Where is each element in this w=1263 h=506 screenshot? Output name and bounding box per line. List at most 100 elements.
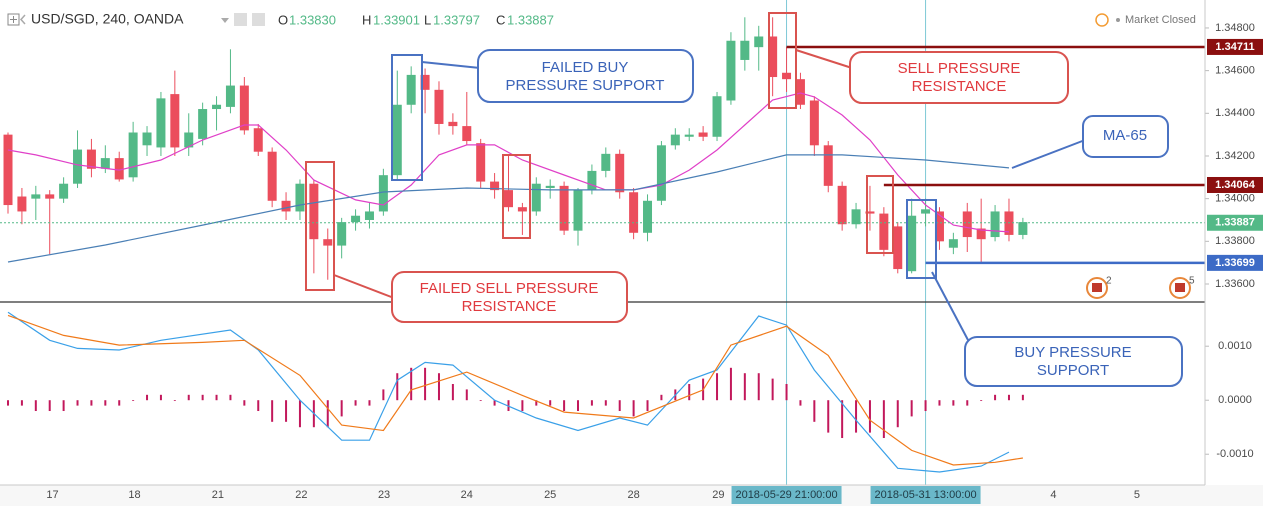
- histogram-bar: [966, 400, 969, 406]
- candle-body: [587, 170, 597, 191]
- histogram-bar: [743, 373, 746, 401]
- histogram-bar: [340, 400, 343, 417]
- histogram-bar: [465, 389, 468, 401]
- y-tick-label: 1.34400: [1215, 107, 1255, 119]
- histogram-bar: [271, 400, 274, 422]
- histogram-bar: [451, 384, 454, 401]
- pointer: [795, 49, 853, 69]
- histogram-bar: [34, 400, 37, 412]
- price-label-bg: [1207, 254, 1263, 271]
- symbol: USD/SGD, 240, OANDA: [31, 11, 184, 27]
- indicator-line: [7, 311, 1010, 473]
- histogram-bar: [326, 400, 329, 428]
- histogram-bar: [994, 394, 997, 401]
- histogram-bar: [980, 400, 983, 402]
- histogram-bar: [132, 400, 135, 402]
- histogram-bar: [868, 400, 871, 433]
- histogram-bar: [354, 400, 357, 406]
- crosshair-label-bg: [731, 486, 842, 504]
- settings-icon[interactable]: [234, 13, 247, 26]
- callout: SELL PRESSURE RESISTANCE: [849, 51, 1069, 104]
- candle-body: [170, 94, 180, 148]
- x-tick-label: 22: [295, 489, 307, 501]
- callout-text: RESISTANCE: [462, 298, 557, 315]
- candle-body: [100, 158, 110, 169]
- callout-box: [477, 49, 694, 103]
- histogram-bar: [48, 400, 51, 412]
- candle-body: [503, 190, 513, 208]
- histogram-bar: [20, 400, 23, 406]
- candle-body: [309, 183, 319, 240]
- callout-box: [964, 336, 1183, 387]
- y-tick-label: 1.33800: [1215, 235, 1255, 247]
- candle-body: [823, 145, 833, 186]
- indicator-line: [7, 314, 1023, 466]
- candle-body: [740, 40, 750, 60]
- y-tick-label: 0.0000: [1218, 394, 1252, 406]
- histogram-bar: [896, 400, 899, 428]
- histogram-bar: [173, 400, 176, 402]
- candle-body: [684, 134, 694, 137]
- x-tick-label: 5: [1134, 489, 1140, 501]
- candle-body: [114, 158, 124, 180]
- candle-body: [351, 215, 361, 223]
- x-tick-label: 29: [712, 489, 724, 501]
- histogram-bar: [952, 400, 955, 406]
- candle-body: [225, 85, 235, 107]
- price-label: 1.34711: [1215, 41, 1254, 53]
- candle-body: [364, 211, 374, 220]
- candle-body: [726, 40, 736, 101]
- candle-body: [17, 196, 27, 212]
- histogram-bar: [910, 400, 913, 417]
- histogram-bar: [813, 400, 816, 422]
- ohlc-value: 1.33797: [433, 12, 480, 27]
- event-flag: [1092, 283, 1102, 292]
- highlight-box: [866, 175, 894, 254]
- candle-body: [712, 96, 722, 137]
- histogram-bar: [368, 400, 371, 406]
- histogram-bar: [90, 400, 93, 406]
- callout-text: RESISTANCE: [912, 78, 1007, 95]
- close-icon[interactable]: [252, 13, 265, 26]
- histogram-bar: [424, 367, 427, 401]
- histogram-bar: [479, 400, 482, 402]
- candle-body: [809, 100, 819, 146]
- candle-body: [865, 211, 875, 214]
- candle-body: [531, 183, 541, 212]
- y-tick-label: 1.34000: [1215, 193, 1255, 205]
- histogram-bar: [688, 384, 691, 401]
- histogram-bar: [410, 367, 413, 401]
- histogram-bar: [1021, 394, 1024, 401]
- candle-body: [545, 185, 555, 188]
- pointer: [333, 274, 395, 299]
- histogram-bar: [799, 400, 802, 406]
- candle-body: [378, 175, 388, 212]
- histogram-bar: [924, 400, 927, 412]
- candle-body: [782, 72, 792, 80]
- candle-body: [86, 149, 96, 169]
- histogram-bar: [76, 400, 79, 406]
- ohlc-label: L: [424, 12, 431, 27]
- x-tick-label: 17: [46, 489, 58, 501]
- callout: MA-65: [1082, 115, 1169, 158]
- histogram-bar: [757, 373, 760, 401]
- histogram-bar: [285, 400, 288, 422]
- histogram-bar: [159, 394, 162, 401]
- highlight-boxes: [305, 12, 937, 291]
- callout-text: SUPPORT: [1037, 362, 1109, 379]
- x-tick-label: 21: [212, 489, 224, 501]
- crosshair-label: 2018-05-29 21:00:00: [735, 489, 837, 501]
- histogram-bar: [604, 400, 607, 406]
- histogram-bar: [785, 384, 788, 401]
- price-label-bg: [1207, 176, 1263, 193]
- ohlc-label: H: [362, 12, 371, 27]
- candle-body: [698, 132, 708, 137]
- price-label: 1.33699: [1215, 257, 1255, 269]
- ohlc-value: 1.33901: [373, 12, 420, 27]
- pointer: [931, 271, 969, 341]
- x-tick-label: 25: [544, 489, 556, 501]
- candle-body: [1018, 222, 1028, 235]
- crosshair-label-bg: [870, 486, 981, 504]
- dropdown-icon[interactable]: [221, 18, 229, 23]
- x-tick-label: 4: [1050, 489, 1056, 501]
